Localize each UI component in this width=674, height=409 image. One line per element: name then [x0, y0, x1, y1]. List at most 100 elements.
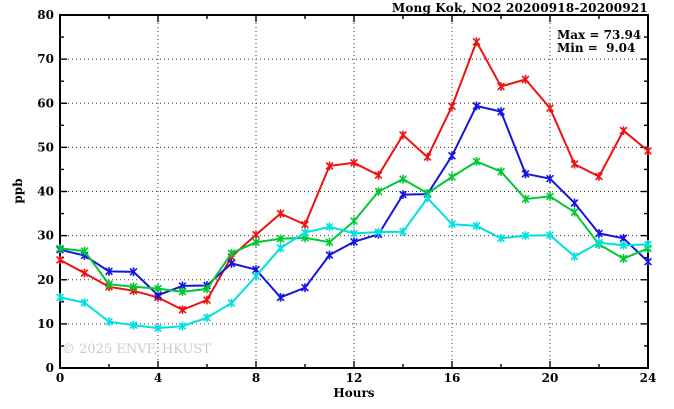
- data-point-marker: [56, 244, 64, 253]
- data-point-marker: [203, 313, 211, 323]
- data-point-marker: [595, 238, 603, 248]
- green-series-line: [59, 160, 649, 293]
- data-point-marker: [203, 284, 211, 294]
- x-tick-label: 12: [346, 371, 363, 385]
- data-point-marker: [350, 158, 358, 168]
- max-value-label: Max = 73.94: [557, 28, 642, 42]
- data-point-marker: [301, 220, 309, 229]
- data-point-marker: [644, 240, 652, 249]
- data-point-marker: [80, 246, 89, 256]
- y-tick-label: 60: [37, 96, 54, 110]
- data-point-marker: [178, 287, 187, 297]
- data-point-marker: [595, 172, 603, 181]
- data-point-marker: [80, 268, 89, 278]
- data-point-marker: [105, 266, 113, 276]
- data-point-marker: [497, 233, 505, 243]
- data-point-marker: [129, 282, 138, 292]
- data-point-marker: [325, 250, 334, 260]
- data-point-marker: [423, 152, 432, 162]
- data-point-marker: [448, 219, 456, 229]
- data-point-marker: [276, 209, 285, 218]
- x-tick-label: 0: [56, 371, 64, 385]
- y-tick-label: 20: [37, 273, 54, 287]
- data-point-marker: [252, 271, 260, 281]
- data-point-marker: [423, 193, 432, 203]
- data-point-marker: [619, 254, 628, 263]
- data-point-marker: [570, 198, 579, 208]
- x-tick-label: 16: [444, 371, 461, 385]
- data-point-marker: [252, 230, 260, 240]
- stats-box: Max = 73.94 Min = 9.04: [557, 29, 641, 55]
- data-point-marker: [350, 216, 358, 226]
- data-point-marker: [105, 317, 113, 327]
- data-point-marker: [227, 248, 236, 258]
- data-point-marker: [227, 298, 236, 308]
- data-point-marker: [227, 259, 236, 268]
- data-point-marker: [546, 103, 554, 113]
- data-point-marker: [595, 229, 603, 238]
- data-point-marker: [521, 169, 530, 179]
- data-point-marker: [472, 101, 481, 111]
- data-point-marker: [374, 187, 383, 196]
- data-point-marker: [472, 221, 481, 231]
- min-value-label: Min = 9.04: [557, 41, 636, 55]
- data-point-marker: [301, 283, 309, 293]
- data-point-marker: [570, 207, 579, 217]
- data-point-marker: [570, 159, 579, 169]
- data-point-marker: [129, 267, 138, 277]
- y-tick-label: 30: [37, 229, 54, 243]
- data-point-marker: [448, 151, 456, 161]
- watermark-text: © 2025 ENVF, HKUST: [62, 342, 211, 357]
- data-point-marker: [472, 37, 481, 47]
- x-tick-label: 8: [252, 371, 260, 385]
- data-point-marker: [129, 320, 138, 330]
- y-tick-label: 10: [37, 317, 54, 331]
- data-point-marker: [374, 227, 383, 237]
- data-point-marker: [325, 222, 334, 232]
- data-point-marker: [546, 191, 554, 201]
- data-point-marker: [203, 295, 211, 305]
- data-point-marker: [252, 237, 260, 247]
- data-point-marker: [301, 228, 309, 237]
- data-point-marker: [644, 257, 652, 267]
- data-point-marker: [472, 157, 481, 166]
- data-point-marker: [350, 237, 358, 247]
- data-point-marker: [399, 190, 407, 199]
- y-tick-label: 40: [37, 185, 54, 199]
- data-point-marker: [276, 234, 285, 244]
- data-point-marker: [80, 298, 89, 308]
- data-point-marker: [521, 231, 530, 241]
- data-point-marker: [276, 243, 285, 253]
- data-point-marker: [56, 255, 64, 265]
- data-point-marker: [644, 146, 652, 156]
- y-tick-label: 0: [46, 361, 54, 375]
- data-point-marker: [105, 279, 113, 289]
- data-point-marker: [619, 240, 628, 250]
- data-point-marker: [448, 101, 456, 111]
- data-point-marker: [619, 126, 628, 136]
- data-point-marker: [546, 174, 554, 184]
- y-axis-label: ppb: [11, 178, 25, 204]
- y-tick-label: 50: [37, 140, 54, 154]
- data-point-marker: [521, 194, 530, 204]
- data-point-marker: [325, 237, 334, 247]
- x-axis-label: Hours: [333, 386, 375, 400]
- y-tick-label: 80: [37, 8, 54, 22]
- green-series: [56, 157, 652, 297]
- x-tick-label: 4: [154, 371, 162, 385]
- data-point-marker: [178, 321, 187, 331]
- data-point-marker: [178, 305, 187, 315]
- data-point-marker: [325, 161, 334, 171]
- data-point-marker: [399, 174, 407, 184]
- data-point-marker: [570, 251, 579, 261]
- data-point-marker: [350, 229, 358, 238]
- data-point-marker: [374, 170, 383, 180]
- data-point-marker: [399, 130, 407, 140]
- data-point-marker: [154, 323, 162, 333]
- data-point-marker: [276, 293, 285, 302]
- blue-series: [56, 101, 652, 302]
- data-point-marker: [497, 167, 505, 177]
- data-point-marker: [521, 75, 530, 84]
